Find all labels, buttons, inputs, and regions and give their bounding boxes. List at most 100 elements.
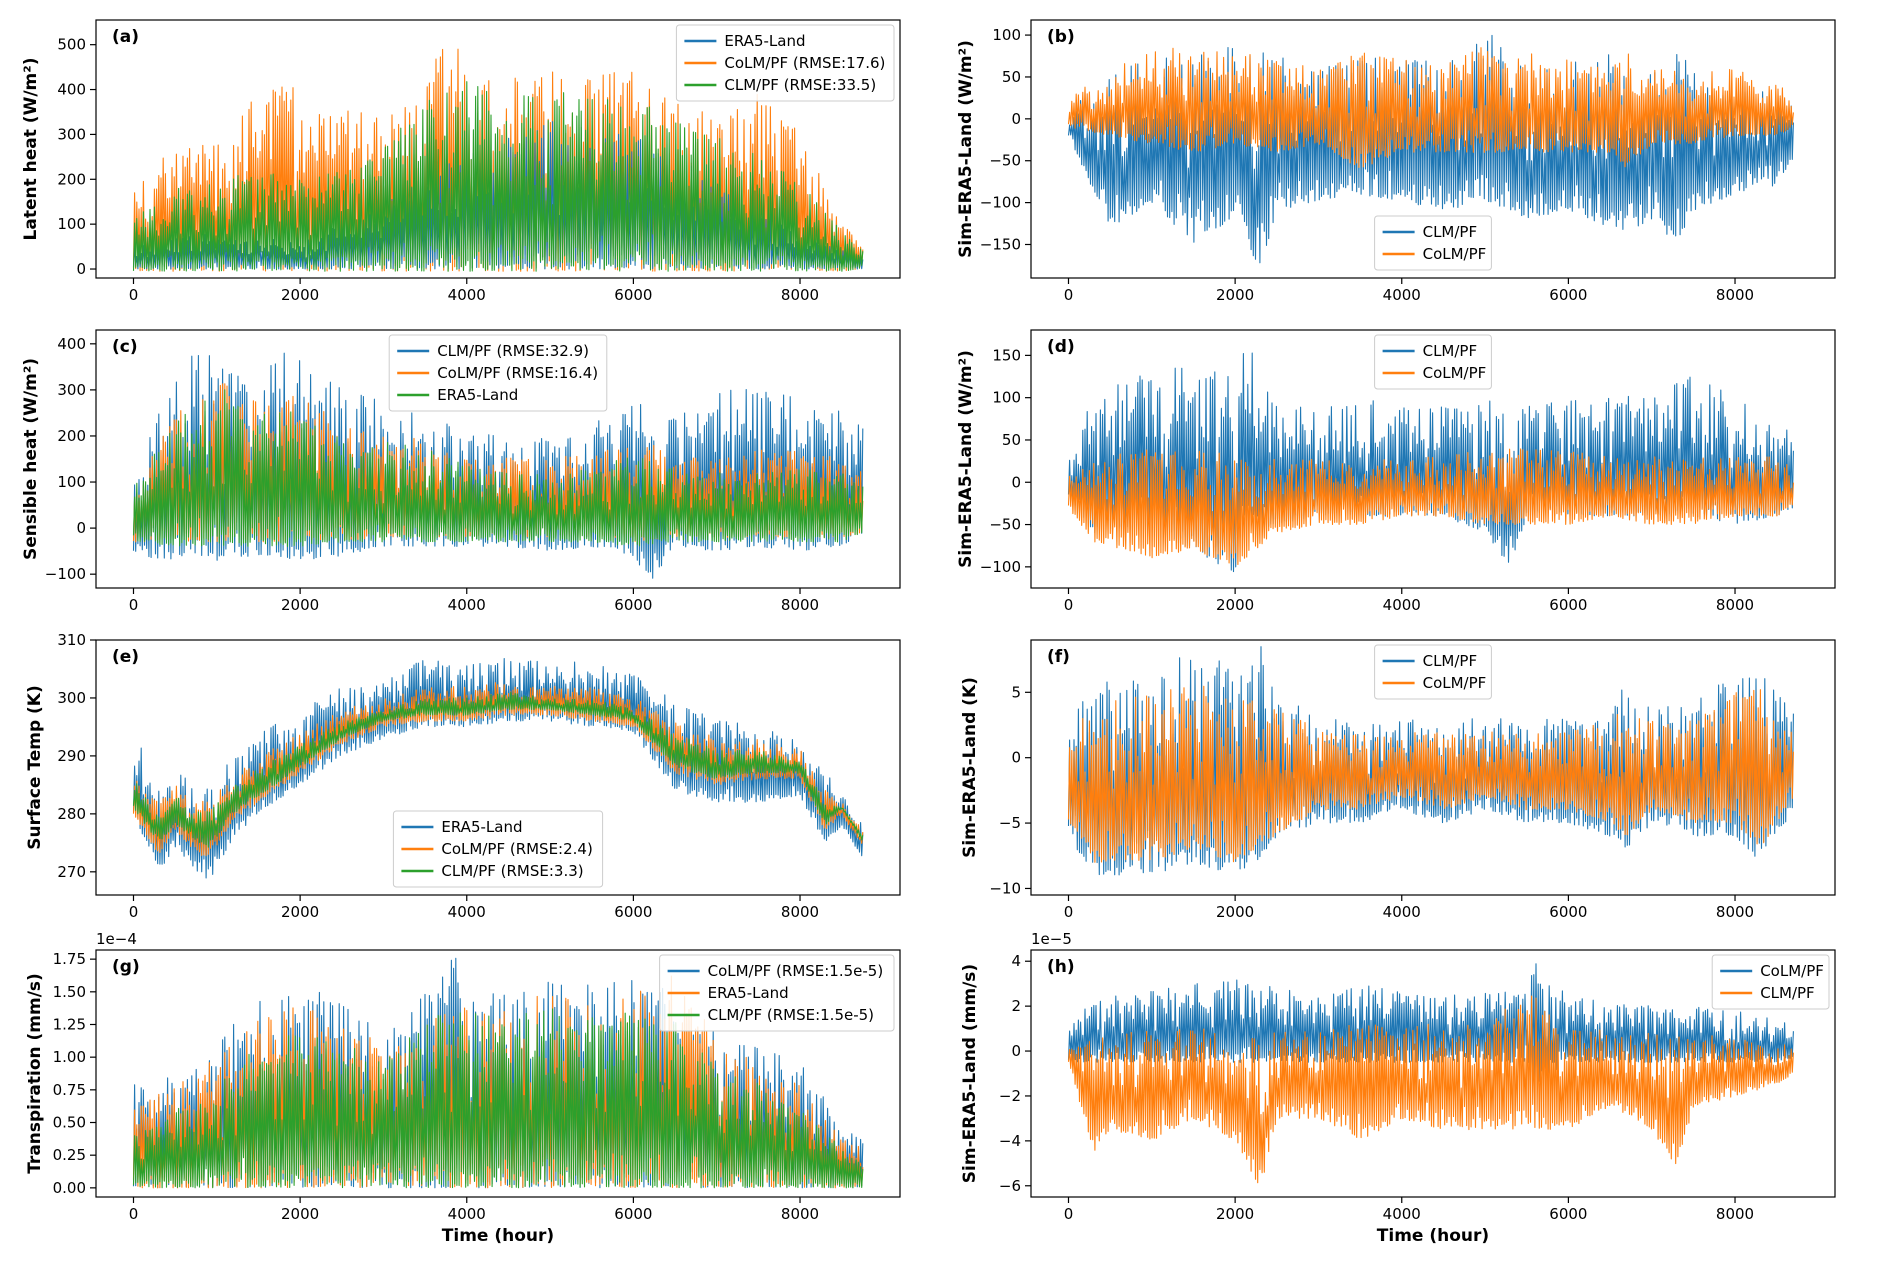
legend-entry: CLM/PF <box>1423 652 1478 670</box>
legend-box <box>392 810 604 888</box>
ytick-label: 1.00 <box>53 1048 86 1066</box>
legend-entry: CoLM/PF (RMSE:2.4) <box>441 840 592 858</box>
xlabel-h: Time (hour) <box>1377 1226 1489 1246</box>
xtick-label: 4000 <box>448 286 486 304</box>
legend-entry: CLM/PF (RMSE:1.5e-5) <box>708 1006 874 1024</box>
ytick-label: 150 <box>992 346 1021 364</box>
ytick-label: 300 <box>57 381 86 399</box>
ytick-label: −2 <box>999 1087 1021 1105</box>
xtick-label: 4000 <box>448 903 486 921</box>
legend-d: CLM/PF CoLM/PF <box>1374 334 1492 390</box>
ytick-label: 300 <box>57 689 86 707</box>
legend-entry: CoLM/PF (RMSE:1.5e-5) <box>708 962 884 980</box>
panel-label-c: (c) <box>112 337 138 357</box>
series-b-1 <box>1067 47 1794 168</box>
ytick-label: 100 <box>992 26 1021 44</box>
plot-area-h <box>1067 963 1794 1184</box>
offset-text-h: 1e−5 <box>1031 930 1072 948</box>
plot-area-d <box>1067 352 1794 573</box>
ylabel-h: Sim-ERA5-Land (mm/s) <box>960 964 980 1183</box>
ytick-label: −50 <box>989 516 1021 534</box>
ytick-label: −150 <box>980 235 1021 253</box>
legend-b: CLM/PF CoLM/PF <box>1374 215 1492 271</box>
xtick-label: 0 <box>1064 286 1074 304</box>
ytick-label: 270 <box>57 863 86 881</box>
panel-label-f: (f) <box>1047 647 1070 667</box>
legend-entry: CoLM/PF (RMSE:16.4) <box>437 364 598 382</box>
ytick-label: 0.00 <box>53 1179 86 1197</box>
panel-d: 0 2000 4000 6000 8000 −100 −50 0 50 100 150 Sim-ERA… <box>956 329 1836 614</box>
xtick-label: 2000 <box>281 596 319 614</box>
xtick-label: 6000 <box>1549 903 1587 921</box>
panel-label-e: (e) <box>112 647 139 667</box>
legend-entry: CoLM/PF <box>1760 962 1824 980</box>
axes-frame-f <box>1030 639 1836 896</box>
panel-f: 0 2000 4000 6000 8000 −10 −5 0 5 Sim-ERA5-Land (K… <box>960 639 1836 921</box>
xtick-label: 6000 <box>1549 1205 1587 1223</box>
xtick-label: 0 <box>1064 903 1074 921</box>
series-h-0 <box>1067 963 1794 1082</box>
xtick-label: 0 <box>129 286 139 304</box>
series-e-2 <box>132 691 864 848</box>
plot-area-c <box>132 352 864 579</box>
ytick-label: 280 <box>57 805 86 823</box>
panel-a: 0 2000 4000 6000 8000 0 100 200 300 400 500 Latent … <box>21 19 901 304</box>
legend-entry: CLM/PF (RMSE:33.5) <box>724 76 876 94</box>
ylabel-b: Sim-ERA5-Land (W/m²) <box>956 40 976 258</box>
ytick-label: −100 <box>980 194 1021 212</box>
ytick-label: 0.75 <box>53 1081 86 1099</box>
legend-e: ERA5-Land CoLM/PF (RMSE:2.4) CLM/PF (RMSE:… <box>392 810 604 888</box>
legend-entry: CoLM/PF <box>1423 364 1487 382</box>
ytick-label: 0 <box>76 519 86 537</box>
ytick-label: 50 <box>1002 68 1021 86</box>
axes-frame-h <box>1030 949 1836 1198</box>
legend-entry: CLM/PF <box>1423 223 1478 241</box>
ytick-label: −6 <box>999 1177 1021 1195</box>
plot-area-b <box>1067 34 1794 264</box>
legend-entry: ERA5-Land <box>437 386 518 404</box>
ylabel-a: Latent heat (W/m²) <box>21 58 41 241</box>
ylabel-e: Surface Temp (K) <box>25 685 45 850</box>
ytick-label: 0 <box>1011 749 1021 767</box>
ytick-label: 100 <box>57 215 86 233</box>
plot-area-a <box>132 48 864 272</box>
series-f-1 <box>1067 685 1794 863</box>
panel-b: 0 2000 4000 6000 8000 −150 −100 −50 0 50 100 Sim-ER… <box>956 19 1836 304</box>
axes-frame-c <box>95 329 901 589</box>
ylabel-c: Sensible heat (W/m²) <box>21 358 41 560</box>
legend-box <box>675 24 895 102</box>
ytick-label: 0 <box>1011 1042 1021 1060</box>
ylabel-d: Sim-ERA5-Land (W/m²) <box>956 350 976 568</box>
panel-label-a: (a) <box>112 27 139 47</box>
xtick-label: 6000 <box>1549 286 1587 304</box>
panel-h: 0 2000 4000 6000 8000 −6 −4 −2 0 2 4 Sim-ERA5-Land … <box>960 930 1836 1246</box>
xtick-label: 2000 <box>281 286 319 304</box>
legend-entry: CoLM/PF <box>1423 245 1487 263</box>
xtick-label: 8000 <box>1716 903 1754 921</box>
ylabel-f: Sim-ERA5-Land (K) <box>960 677 980 858</box>
xtick-label: 2000 <box>1216 596 1254 614</box>
ytick-label: 100 <box>57 473 86 491</box>
series-g-2 <box>132 1008 864 1189</box>
ytick-label: −100 <box>980 558 1021 576</box>
legend-box <box>659 954 895 1032</box>
ytick-label: 500 <box>57 36 86 54</box>
plot-area-g <box>132 957 864 1189</box>
plot-area-f <box>1067 646 1794 876</box>
legend-box <box>1374 215 1492 271</box>
legend-entry: ERA5-Land <box>708 984 789 1002</box>
ytick-label: 400 <box>57 81 86 99</box>
panel-e: 0 2000 4000 6000 8000 270 280 290 300 310 Surface … <box>25 631 901 921</box>
ytick-label: 4 <box>1011 952 1021 970</box>
xtick-label: 2000 <box>1216 903 1254 921</box>
series-c-2 <box>132 389 864 547</box>
xtick-label: 0 <box>129 1205 139 1223</box>
ytick-label: 50 <box>1002 431 1021 449</box>
ytick-label: 300 <box>57 125 86 143</box>
xtick-label: 4000 <box>1383 596 1421 614</box>
xlabel-g: Time (hour) <box>442 1226 554 1246</box>
ytick-label: 0 <box>76 260 86 278</box>
legend-entry: CLM/PF (RMSE:3.3) <box>441 862 583 880</box>
xtick-label: 2000 <box>1216 286 1254 304</box>
